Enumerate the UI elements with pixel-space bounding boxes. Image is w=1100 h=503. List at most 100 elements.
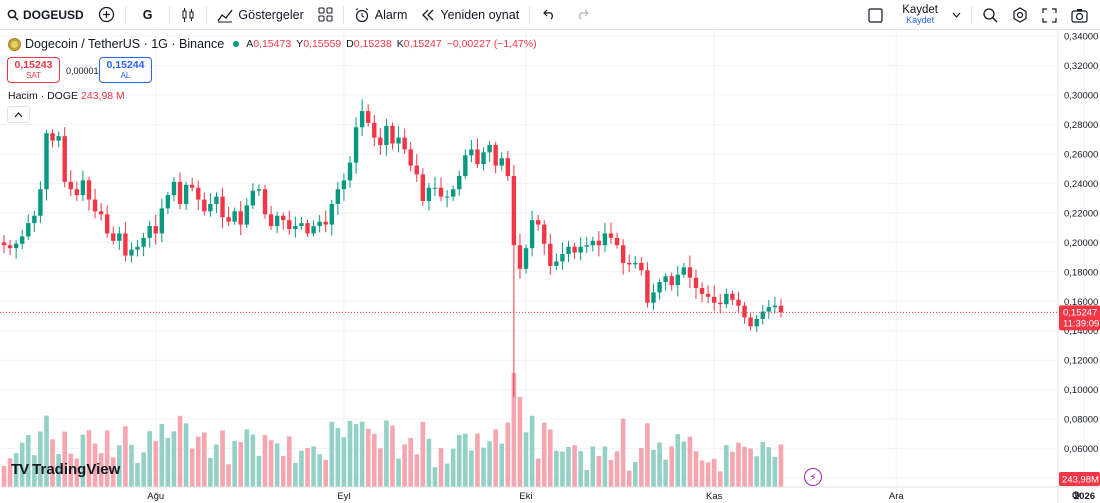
indicators-label: Göstergeler [238,7,304,22]
axis-settings-icon[interactable]: ⚙ [1071,490,1081,502]
candle-body [74,189,80,196]
time-axis[interactable]: Ağu Eyl Eki Kas Ara 2026 [0,486,1100,502]
volume-bar [232,440,237,487]
sell-button[interactable]: 0,15243 SAT [7,57,60,83]
candle-body [171,181,177,196]
time-tick-label: Ağu [147,491,164,502]
undo-button[interactable] [533,0,566,30]
snapshot-button[interactable] [1064,0,1100,30]
volume-bar [742,446,747,487]
volume-bar [645,423,650,487]
price-tick-label: 0,24000 [1064,179,1098,190]
candle-body [98,211,104,215]
top-toolbar: DOGEUSD G Göstergeler Alarm Yeniden oyna… [0,0,1100,30]
volume-bar [317,454,322,487]
volume-bar [323,459,329,487]
alert-label: Alarm [374,7,408,22]
interval-button[interactable]: G [129,0,167,30]
last-price-label: 0,15247 [1063,307,1097,318]
compare-symbol-button[interactable] [91,0,122,30]
candle-body [153,226,158,234]
volume-bar [347,420,353,487]
layouts-button[interactable] [311,0,340,30]
candle-body [402,137,407,150]
candle-body [548,243,553,266]
save-button[interactable]: Kaydet Kaydet [895,0,968,30]
volume-bar [311,446,316,487]
volume-bar [511,373,517,487]
volume-bar [365,428,371,487]
candle-body [378,137,383,145]
candle-body [493,144,498,166]
candle-body [56,136,61,141]
candle-body [13,243,19,249]
candle-body [693,277,699,288]
price-tick-label: 0,16000 [1064,297,1098,308]
volume-bar [675,434,681,487]
volume-legend[interactable]: Hacim · DOGE 243,98 M [8,90,125,102]
volume-bar [444,463,450,487]
volume-bar [499,443,505,487]
indicators-button[interactable]: Göstergeler [210,0,310,30]
volume-bar [202,432,207,487]
candle-body [177,181,183,204]
close-value: 0,15247 [403,38,442,50]
candle-body [335,189,341,204]
volume-bar [681,441,687,487]
candle-body [347,162,353,181]
time-tick-label: Kas [706,491,723,502]
toolbar-divider [971,6,972,24]
chevron-up-icon [14,111,23,117]
time-tick-label: Ara [889,491,905,502]
replay-button[interactable]: Yeniden oynat [414,0,526,30]
candle-body [189,184,195,188]
series-legend[interactable]: Dogecoin / TetherUS · 1G · Binance A 0,15… [8,37,537,51]
candle-body [262,189,268,215]
alert-button[interactable]: Alarm [347,0,415,30]
price-axis[interactable]: 0,34000 0,32000 0,30000 0,28000 0,26000 0,240… [1057,30,1098,503]
price-tick-label: 0,30000 [1064,90,1098,101]
candle-body [220,196,225,218]
volume-bar [214,444,219,487]
volume-bar [353,424,359,487]
symbol-search[interactable]: DOGEUSD [0,0,91,30]
candle-body [499,158,504,166]
volume-bar [438,448,444,487]
fullscreen-box-button[interactable] [856,0,895,30]
redo-button[interactable] [566,0,599,30]
candle-body [766,307,772,312]
price-tick-label: 0,26000 [1064,149,1098,160]
candle-body [129,249,134,256]
volume-bar [475,433,480,487]
tradingview-logo[interactable]: TV TradingView [11,461,120,478]
volume-bar [25,435,31,487]
chart-type-button[interactable] [173,0,203,30]
time-tick-label: 2026 [1074,491,1095,502]
candle-body [341,180,347,190]
open-value: 0,15473 [253,38,292,50]
volume-bar [481,447,486,487]
settings-button[interactable] [1005,0,1035,30]
fullscreen-button[interactable] [1035,0,1064,30]
gear-icon [1013,7,1027,23]
volume-bar [402,444,407,487]
volume-bar [1,466,7,487]
candle-body [535,220,541,225]
tradingview-logo-icon: TV [11,461,29,478]
lightning-icon[interactable]: ⚡ [804,468,822,486]
volume-bar [250,434,256,487]
volume-bar [329,421,335,487]
redo-icon [579,9,590,20]
candle-body [517,245,523,269]
camera-icon [1071,8,1088,23]
buy-button[interactable]: 0,15244 AL [99,57,152,83]
candle-body [487,144,492,153]
volume-bar [50,439,55,487]
quick-search-button[interactable] [975,0,1005,30]
volume-bar [602,446,608,487]
candle-body [432,187,438,189]
collapse-legend-button[interactable] [7,106,30,123]
price-tick-label: 0,14000 [1064,326,1098,337]
candle-body [608,233,614,238]
